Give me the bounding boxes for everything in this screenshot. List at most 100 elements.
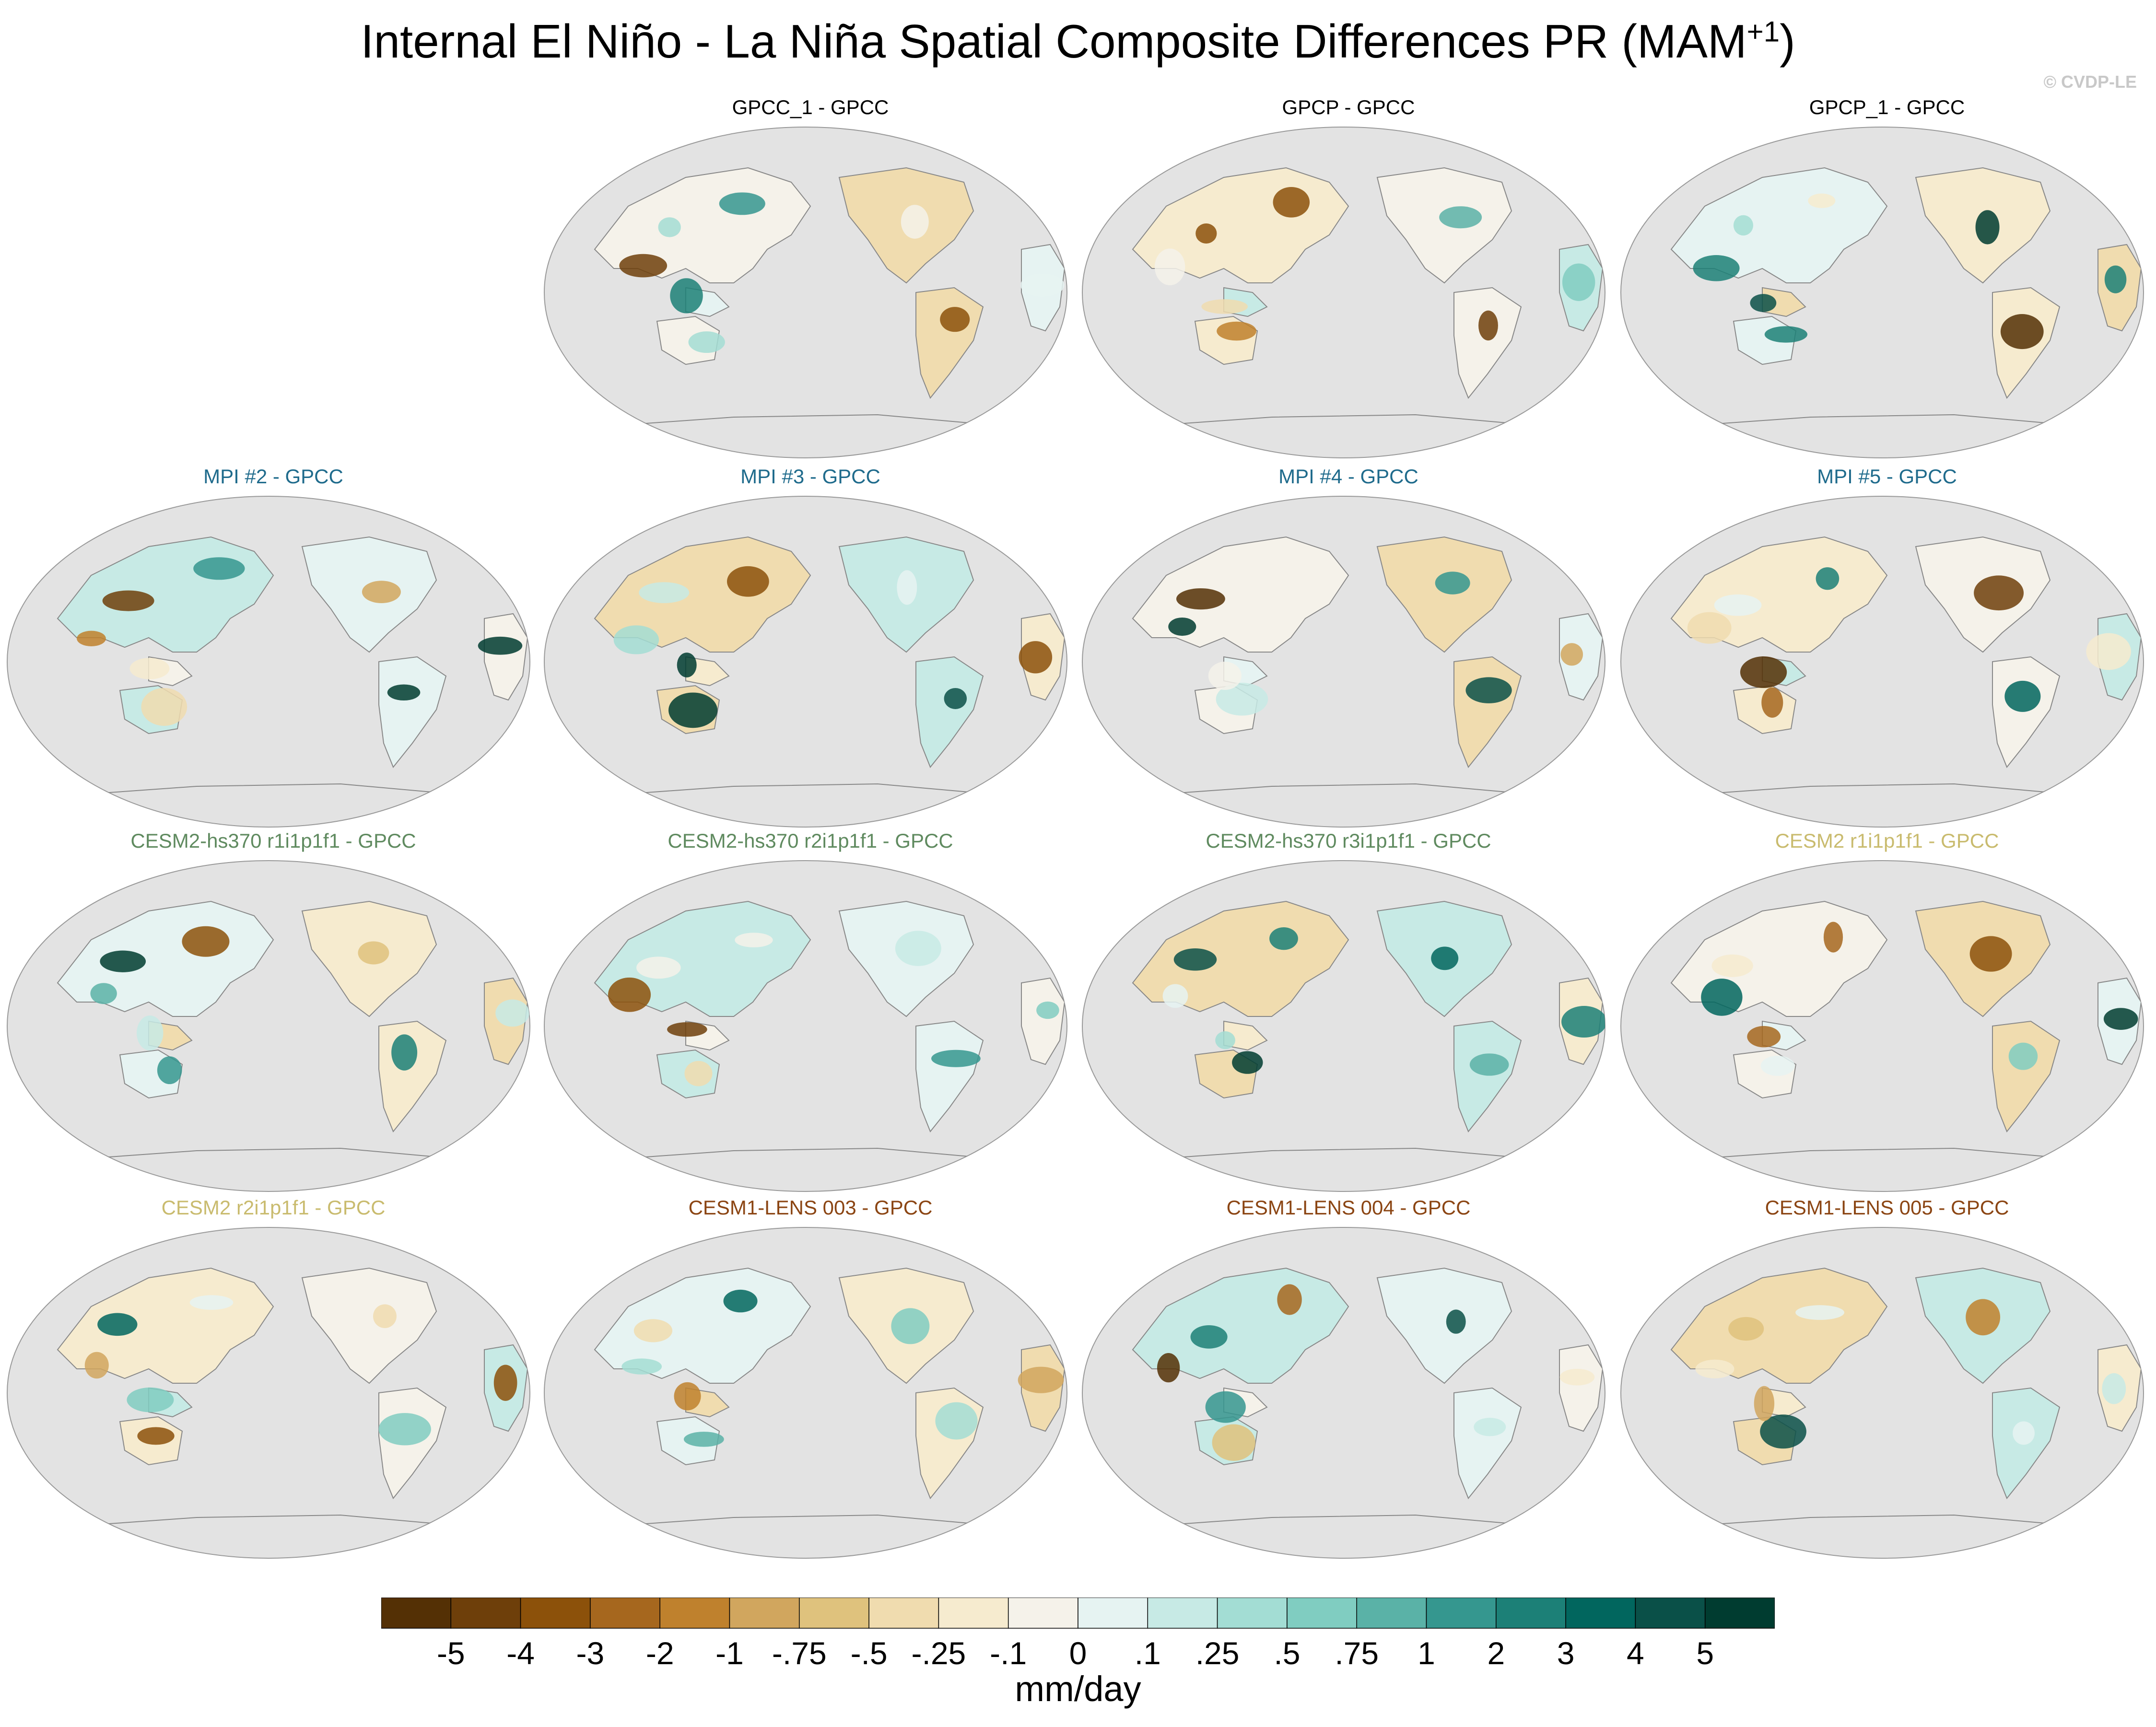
colorbar-tick-label: -4: [506, 1635, 535, 1671]
colorbar-tick-label: .25: [1195, 1635, 1240, 1671]
map-panel: CESM2 r1i1p1f1 - GPCC: [1618, 829, 2156, 1223]
anomaly-patch: [493, 1365, 517, 1401]
map-panel: GPCC_1 - GPCC: [542, 96, 1079, 489]
anomaly-patch: [373, 1304, 397, 1329]
credit-label: © CVDP-LE: [2043, 72, 2137, 92]
global-map: [1082, 127, 1605, 458]
map-panel: CESM2-hs370 r2i1p1f1 - GPCC: [542, 829, 1079, 1223]
namerica-landmass: [1376, 167, 1512, 284]
anomaly-patch: [1728, 1317, 1764, 1341]
anomaly-patch: [1277, 1284, 1302, 1315]
panel-title: CESM2-hs370 r1i1p1f1 - GPCC: [130, 829, 416, 852]
colorbar-tick-label: .5: [1274, 1635, 1301, 1671]
ocean-background: [7, 860, 530, 1192]
anomaly-patch: [1474, 1418, 1506, 1436]
anomaly-patch: [935, 1402, 978, 1440]
anomaly-patch: [182, 926, 230, 957]
anomaly-patch: [1714, 594, 1762, 616]
anomaly-patch: [129, 658, 170, 679]
colorbar-swatch: [1147, 1598, 1218, 1629]
samerica-landmass: [1992, 656, 2061, 768]
ocean-background: [7, 496, 530, 828]
anomaly-patch: [944, 688, 967, 709]
antarctica-landmass: [1137, 783, 1550, 796]
colorbar-swatch: [1287, 1598, 1357, 1629]
antarctica-landmass: [599, 783, 1012, 796]
africa-landmass: [1559, 1344, 1604, 1432]
colorbar-swatch: [1426, 1598, 1497, 1629]
anomaly-patch: [100, 950, 146, 972]
global-map: [1082, 1227, 1605, 1559]
anomaly-patch: [127, 1387, 174, 1412]
namerica-landmass: [301, 1267, 437, 1384]
anomaly-patch: [1750, 294, 1777, 312]
anomaly-patch: [1560, 643, 1583, 666]
anomaly-patch: [1212, 1424, 1255, 1461]
anomaly-patch: [1701, 979, 1743, 1016]
anomaly-patch: [677, 653, 697, 677]
panel-title: MPI #3 - GPCC: [740, 465, 880, 488]
colorbar-tick-label: .75: [1335, 1635, 1379, 1671]
map-panel: CESM2 r2i1p1f1 - GPCC: [5, 1196, 542, 1589]
panel-title: GPCP - GPCC: [1282, 96, 1415, 118]
anomaly-patch: [84, 1352, 109, 1379]
anomaly-patch: [1232, 1051, 1263, 1074]
anomaly-patch: [619, 254, 668, 278]
colorbar-tick-label: -.25: [911, 1635, 966, 1671]
anomaly-patch: [735, 933, 773, 947]
ocean-background: [1082, 860, 1605, 1192]
namerica-landmass: [1376, 1267, 1512, 1384]
map-panel: CESM1-LENS 004 - GPCC: [1080, 1196, 1617, 1589]
colorbar-swatch: [1635, 1598, 1706, 1629]
panel-title: CESM2 r1i1p1f1 - GPCC: [1775, 829, 1999, 852]
anomaly-patch: [1205, 1391, 1246, 1423]
samerica-landmass: [1453, 287, 1522, 399]
colorbar-tick-label: -.1: [990, 1635, 1027, 1671]
anomaly-patch: [2000, 314, 2044, 350]
anomaly-patch: [719, 192, 765, 215]
global-map: [544, 860, 1067, 1192]
ocean-background: [544, 496, 1067, 828]
anomaly-patch: [1693, 255, 1740, 281]
anomaly-patch: [141, 688, 187, 726]
anomaly-patch: [2103, 1008, 2138, 1030]
anomaly-patch: [1173, 948, 1217, 971]
anomaly-patch: [1562, 263, 1595, 301]
colorbar-tick-label: -5: [436, 1635, 465, 1671]
anomaly-patch: [102, 590, 154, 611]
anomaly-patch: [891, 1308, 930, 1344]
anomaly-patch: [1561, 1006, 1605, 1038]
anomaly-patch: [2004, 680, 2041, 712]
colorbar-swatch: [1356, 1598, 1427, 1629]
colorbar-tick-label: 0: [1069, 1635, 1087, 1671]
colorbar-units: mm/day: [1015, 1669, 1141, 1709]
anomaly-patch: [1269, 927, 1298, 950]
samerica-landmass: [915, 656, 984, 768]
antarctica-landmass: [1676, 414, 2089, 427]
anomaly-patch: [726, 566, 769, 597]
global-map: [544, 127, 1067, 458]
map-panel: MPI #3 - GPCC: [542, 465, 1079, 858]
ocean-background: [1620, 1227, 2144, 1559]
anomaly-patch: [387, 684, 421, 701]
anomaly-patch: [1764, 326, 1808, 343]
global-map: [7, 496, 530, 828]
colorbar-tick-labels: -5 -4 -3 -2 -1 -.75 -.5 -.25 -.1 0 .1 .25 .5 .75 1 2 3 4 5: [0, 1635, 2156, 1678]
anomaly-patch: [362, 581, 401, 603]
ocean-background: [1082, 127, 1605, 458]
colorbar-tick-label: 1: [1418, 1635, 1435, 1671]
map-panel: MPI #4 - GPCC: [1080, 465, 1617, 858]
colorbar-swatch: [1704, 1598, 1775, 1629]
anomaly-patch: [1469, 1053, 1509, 1076]
title-superscript: +1: [1746, 15, 1780, 48]
antarctica-landmass: [1676, 783, 2089, 796]
panel-title: CESM1-LENS 003 - GPCC: [688, 1196, 933, 1219]
anomaly-patch: [1261, 572, 1294, 587]
anomaly-patch: [1020, 273, 1065, 297]
anomaly-patch: [189, 1295, 234, 1310]
anomaly-patch: [658, 217, 681, 237]
antarctica-landmass: [599, 1514, 1012, 1528]
colorbar: [381, 1598, 1775, 1629]
asia-landmass: [1132, 900, 1349, 1017]
colorbar-swatch: [1565, 1598, 1636, 1629]
